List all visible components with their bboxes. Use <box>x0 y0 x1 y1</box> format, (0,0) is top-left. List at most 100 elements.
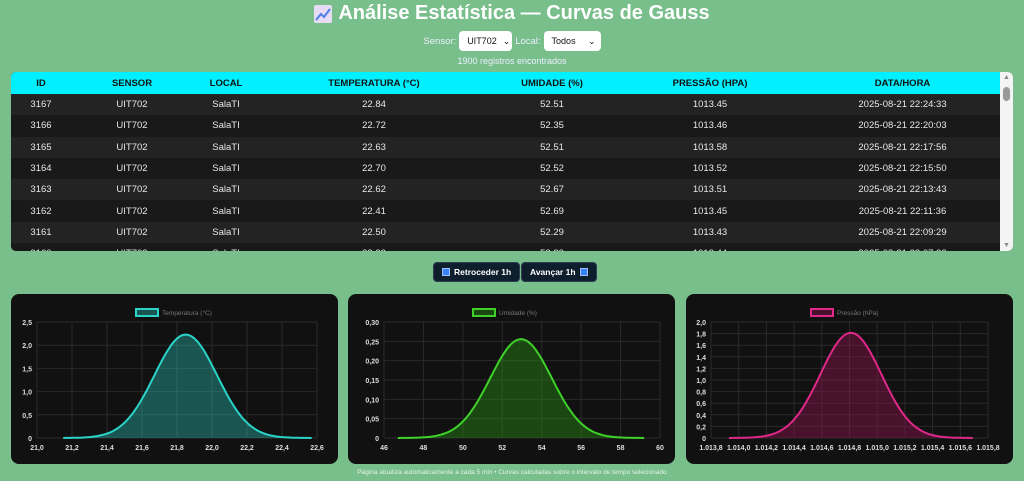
page-title-text: Análise Estatística — Curvas de Gauss <box>338 2 710 24</box>
chevron-down-icon: ⌄ <box>502 35 511 46</box>
table-scrollbar[interactable]: ▲ ▼ <box>1000 72 1013 251</box>
y-tick-label: 0 <box>375 436 379 443</box>
gauss-curve <box>397 338 645 439</box>
x-tick-label: 22,2 <box>240 445 254 452</box>
sensor-label: Sensor: <box>423 35 457 47</box>
y-tick-label: 2,5 <box>22 320 32 327</box>
local-label: Local: <box>515 35 541 47</box>
back-1h-button[interactable]: Retroceder 1h <box>433 262 521 282</box>
gauss-curve <box>63 333 312 439</box>
table-cell: 3163 <box>11 179 71 201</box>
temperature-gauss-chart: 0 0,5 1,0 1,5 2,0 2,5 21,0 21,2 21,4 21,6 21,8 22,0… <box>22 308 324 452</box>
table-cell: 3160 <box>11 243 71 251</box>
sensor-select-value: UIT702 <box>467 36 497 46</box>
x-tick-label: 1.014,2 <box>755 445 778 452</box>
table-row[interactable]: 3167 UIT702 SalaTI 22.84 52.51 1013.45 2025-08… <box>11 94 1000 116</box>
table-cell: 52.29 <box>489 221 615 244</box>
column-header: PRESSÃO (HPA) <box>615 72 805 94</box>
y-tick-label: 1,5 <box>22 366 32 373</box>
fast-forward-icon <box>579 268 588 276</box>
table-cell: 2025-08-21 22:07:22 <box>805 243 1000 251</box>
table-cell: 2025-08-21 22:24:33 <box>805 94 1000 116</box>
sensor-select[interactable]: UIT702 ⌄ <box>459 31 513 51</box>
y-tick-label: 0,30 <box>365 320 379 327</box>
x-tick-label: 22,6 <box>310 445 324 452</box>
data-table: ID SENSOR LOCAL TEMPERATURA (°C) UMIDADE (%)… <box>11 72 1013 251</box>
table-cell: 2025-08-21 22:13:43 <box>805 179 1000 201</box>
table-cell: 22.41 <box>259 200 489 222</box>
table-row[interactable]: 3161 UIT702 SalaTI 22.50 52.29 1013.43 2025-08… <box>11 221 1000 244</box>
local-select[interactable]: Todos ⌄ <box>543 31 601 51</box>
legend-label: Temperatura (°C) <box>162 309 212 317</box>
pressure-gauss-chart: 0 0,2 0,4 0,6 0,8 1,0 1,2 1,4 1,6 1,8 2,0 1.013,8 1.… <box>696 308 1000 452</box>
table-cell: 1013.44 <box>615 243 805 251</box>
table-cell: 3165 <box>11 136 71 158</box>
table-cell: 22.50 <box>259 221 489 244</box>
x-tick-label: 60 <box>656 445 664 452</box>
scroll-thumb[interactable] <box>1003 87 1010 101</box>
y-tick-label: 2,0 <box>22 343 32 350</box>
table-cell: UIT702 <box>71 243 193 251</box>
x-tick-label: 21,6 <box>135 445 149 452</box>
y-tick-label: 2,0 <box>696 320 706 327</box>
table-cell: 52.69 <box>489 200 615 222</box>
table-row[interactable]: 3165 UIT702 SalaTI 22.63 52.51 1013.58 2025-08… <box>11 136 1000 158</box>
table-cell: SalaTI <box>193 200 259 222</box>
table-cell: SalaTI <box>193 221 259 244</box>
table-cell: 2025-08-21 22:09:29 <box>805 221 1000 244</box>
y-tick-label: 0,25 <box>365 339 379 346</box>
y-tick-label: 0,10 <box>365 397 379 404</box>
table-cell: 1013.51 <box>615 179 805 201</box>
footer-note: Página atualiza automaticamente a cada 5… <box>357 469 667 476</box>
x-tick-label: 22,4 <box>275 445 289 452</box>
y-tick-label: 1,2 <box>696 366 706 373</box>
table-cell: UIT702 <box>71 221 193 244</box>
column-header: UMIDADE (%) <box>489 72 615 94</box>
x-tick-label: 56 <box>577 445 585 452</box>
forward-1h-button[interactable]: Avançar 1h <box>521 262 597 282</box>
table-row[interactable]: 3166 UIT702 SalaTI 22.72 52.35 1013.46 2025-08… <box>11 115 1000 137</box>
table-cell: 52.35 <box>489 115 615 137</box>
local-select-value: Todos <box>551 36 576 46</box>
legend-swatch <box>472 308 496 317</box>
table-row[interactable]: 3162 UIT702 SalaTI 22.41 52.69 1013.45 2025-08… <box>11 200 1000 222</box>
scroll-down-icon[interactable]: ▼ <box>1003 242 1010 249</box>
chart-increasing-icon <box>314 4 333 23</box>
y-tick-label: 0 <box>702 436 706 443</box>
column-header: DATA/HORA <box>805 72 1000 94</box>
y-tick-label: 0,2 <box>696 424 706 431</box>
table-cell: 3166 <box>11 115 71 137</box>
x-tick-label: 22,0 <box>205 445 219 452</box>
y-tick-label: 0,05 <box>365 417 379 424</box>
table-cell: SalaTI <box>193 157 259 180</box>
table-cell: 1013.46 <box>615 115 805 137</box>
y-tick-label: 0,8 <box>696 390 706 397</box>
table-cell: 22.63 <box>259 136 489 158</box>
table-cell: SalaTI <box>193 115 259 137</box>
table-row[interactable]: 3164 UIT702 SalaTI 22.70 52.52 1013.52 2025-08… <box>11 157 1000 180</box>
temperature-chart-card: 0 0,5 1,0 1,5 2,0 2,5 21,0 21,2 21,4 21,6 21,8 22,0… <box>11 294 338 464</box>
back-1h-label: Retroceder 1h <box>454 267 512 277</box>
table-cell: SalaTI <box>193 243 259 251</box>
table-cell: 52.83 <box>489 243 615 251</box>
table-cell: 52.51 <box>489 136 615 158</box>
table-cell: 52.52 <box>489 157 615 180</box>
legend-label: Umidade (%) <box>499 310 537 317</box>
table-row[interactable]: 3163 UIT702 SalaTI 22.62 52.67 1013.51 2025-08… <box>11 179 1000 201</box>
x-tick-label: 1.015,8 <box>976 445 999 452</box>
table-cell: UIT702 <box>71 157 193 180</box>
y-tick-label: 0 <box>28 436 32 443</box>
x-tick-label: 21,2 <box>65 445 79 452</box>
table-cell: 52.51 <box>489 94 615 116</box>
y-tick-label: 0,5 <box>22 413 32 420</box>
x-tick-label: 48 <box>420 445 428 452</box>
x-tick-label: 1.015,2 <box>893 445 916 452</box>
x-tick-label: 1.014,6 <box>810 445 833 452</box>
column-header: TEMPERATURA (°C) <box>259 72 489 94</box>
scroll-up-icon[interactable]: ▲ <box>1003 74 1010 81</box>
x-tick-label: 1.014,4 <box>782 445 805 452</box>
table-row[interactable]: 3160UIT702SalaTI22.3352.831013.442025-08… <box>11 243 1000 251</box>
table-cell: UIT702 <box>71 94 193 116</box>
column-header: LOCAL <box>193 72 259 94</box>
y-tick-label: 1,0 <box>696 378 706 385</box>
